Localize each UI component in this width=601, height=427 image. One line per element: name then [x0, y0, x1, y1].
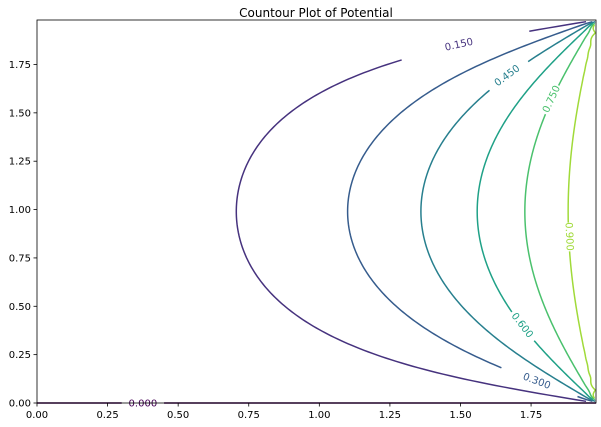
chart-title: Countour Plot of Potential	[239, 6, 393, 20]
contour-label: 0.750	[541, 84, 563, 115]
x-tick-label: 1.75	[520, 410, 542, 421]
y-tick-label: 0.00	[9, 399, 31, 410]
contour-line-0.750	[557, 22, 596, 86]
y-tick-label: 1.75	[9, 60, 31, 71]
contour-line-0.900	[568, 251, 597, 399]
plot-frame	[36, 19, 597, 404]
x-tick-label: 1.25	[379, 410, 401, 421]
contour-line-0.150	[529, 20, 587, 32]
x-tick-label: 0.50	[167, 410, 189, 421]
contour-line-0.750	[524, 113, 596, 401]
contour-line-0.600	[533, 340, 594, 401]
x-tick-label: 0.00	[26, 410, 48, 421]
contour-line-0.450	[420, 89, 596, 403]
y-tick-label: 1.50	[9, 108, 31, 119]
contour-label: 0.000	[129, 399, 158, 410]
contour-line-0.600	[476, 22, 594, 313]
x-tick-label: 0.25	[96, 410, 118, 421]
contour-label: 0.450	[493, 63, 523, 89]
y-tick-label: 1.00	[9, 205, 31, 216]
contour-line-0.300	[577, 395, 593, 403]
y-tick-label: 0.75	[9, 253, 31, 264]
contour-line-0.150	[235, 59, 587, 403]
y-tick-label: 0.25	[9, 350, 31, 361]
contour-label: 0.900	[563, 222, 575, 251]
y-axis-ticks: 0.00 0.25 0.50 0.75 1.00 1.25 1.50 1.75	[9, 60, 37, 410]
x-axis-ticks: 0.00 0.25 0.50 0.75 1.00 1.25 1.50 1.75	[26, 403, 542, 421]
contour-line-0.450	[527, 20, 596, 63]
y-tick-label: 0.50	[9, 302, 31, 313]
contour-line-0.900	[567, 24, 597, 223]
x-tick-label: 1.00	[308, 410, 330, 421]
contour-lines	[37, 20, 597, 404]
contour-label: 0.600	[509, 311, 535, 340]
contour-line-0.300	[346, 20, 593, 369]
x-tick-label: 1.50	[449, 410, 471, 421]
contour-label: 0.150	[444, 37, 474, 54]
y-tick-label: 1.25	[9, 157, 31, 168]
x-tick-label: 0.75	[238, 410, 260, 421]
